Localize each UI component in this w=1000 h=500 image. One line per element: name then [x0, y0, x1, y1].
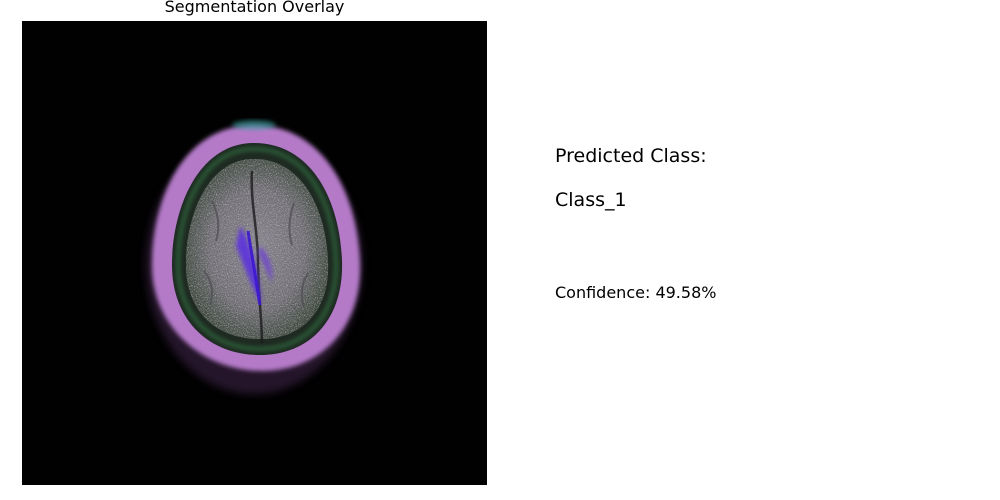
segmentation-overlay-image [22, 21, 487, 485]
confidence-text: Confidence: 49.58% [555, 283, 717, 302]
predicted-class-value: Class_1 [555, 189, 627, 211]
predicted-class-heading: Predicted Class: [555, 145, 707, 167]
overlay-title: Segmentation Overlay [164, 0, 345, 16]
